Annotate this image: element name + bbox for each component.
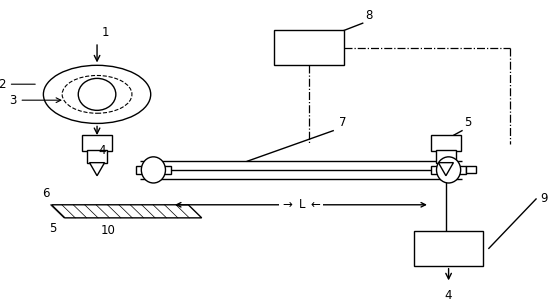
Bar: [414, 231, 483, 266]
Circle shape: [43, 65, 151, 123]
Bar: [436, 150, 456, 163]
Text: 10: 10: [100, 224, 115, 237]
Bar: [274, 30, 344, 65]
Text: $\rightarrow$ L $\leftarrow$: $\rightarrow$ L $\leftarrow$: [280, 198, 322, 211]
Bar: [431, 166, 440, 174]
Text: 5: 5: [464, 116, 471, 129]
Polygon shape: [52, 205, 202, 218]
Bar: [87, 150, 107, 163]
Polygon shape: [438, 163, 454, 176]
Text: 4: 4: [445, 289, 452, 302]
Text: 6: 6: [43, 188, 50, 200]
Text: 3: 3: [9, 94, 61, 107]
Bar: [162, 166, 171, 174]
Bar: [431, 135, 461, 151]
Ellipse shape: [78, 78, 116, 110]
Text: 1: 1: [101, 26, 109, 39]
Bar: [136, 166, 145, 174]
Text: 4: 4: [99, 144, 106, 157]
Text: 2: 2: [0, 78, 35, 91]
Circle shape: [62, 75, 132, 113]
Text: 8: 8: [365, 9, 373, 22]
Bar: [82, 135, 112, 151]
Bar: [466, 166, 477, 173]
Ellipse shape: [141, 157, 165, 183]
Text: 7: 7: [339, 116, 346, 129]
Polygon shape: [90, 163, 105, 176]
Text: 9: 9: [540, 192, 547, 206]
Ellipse shape: [436, 157, 461, 183]
Text: 5: 5: [49, 222, 57, 235]
Bar: [457, 166, 466, 174]
